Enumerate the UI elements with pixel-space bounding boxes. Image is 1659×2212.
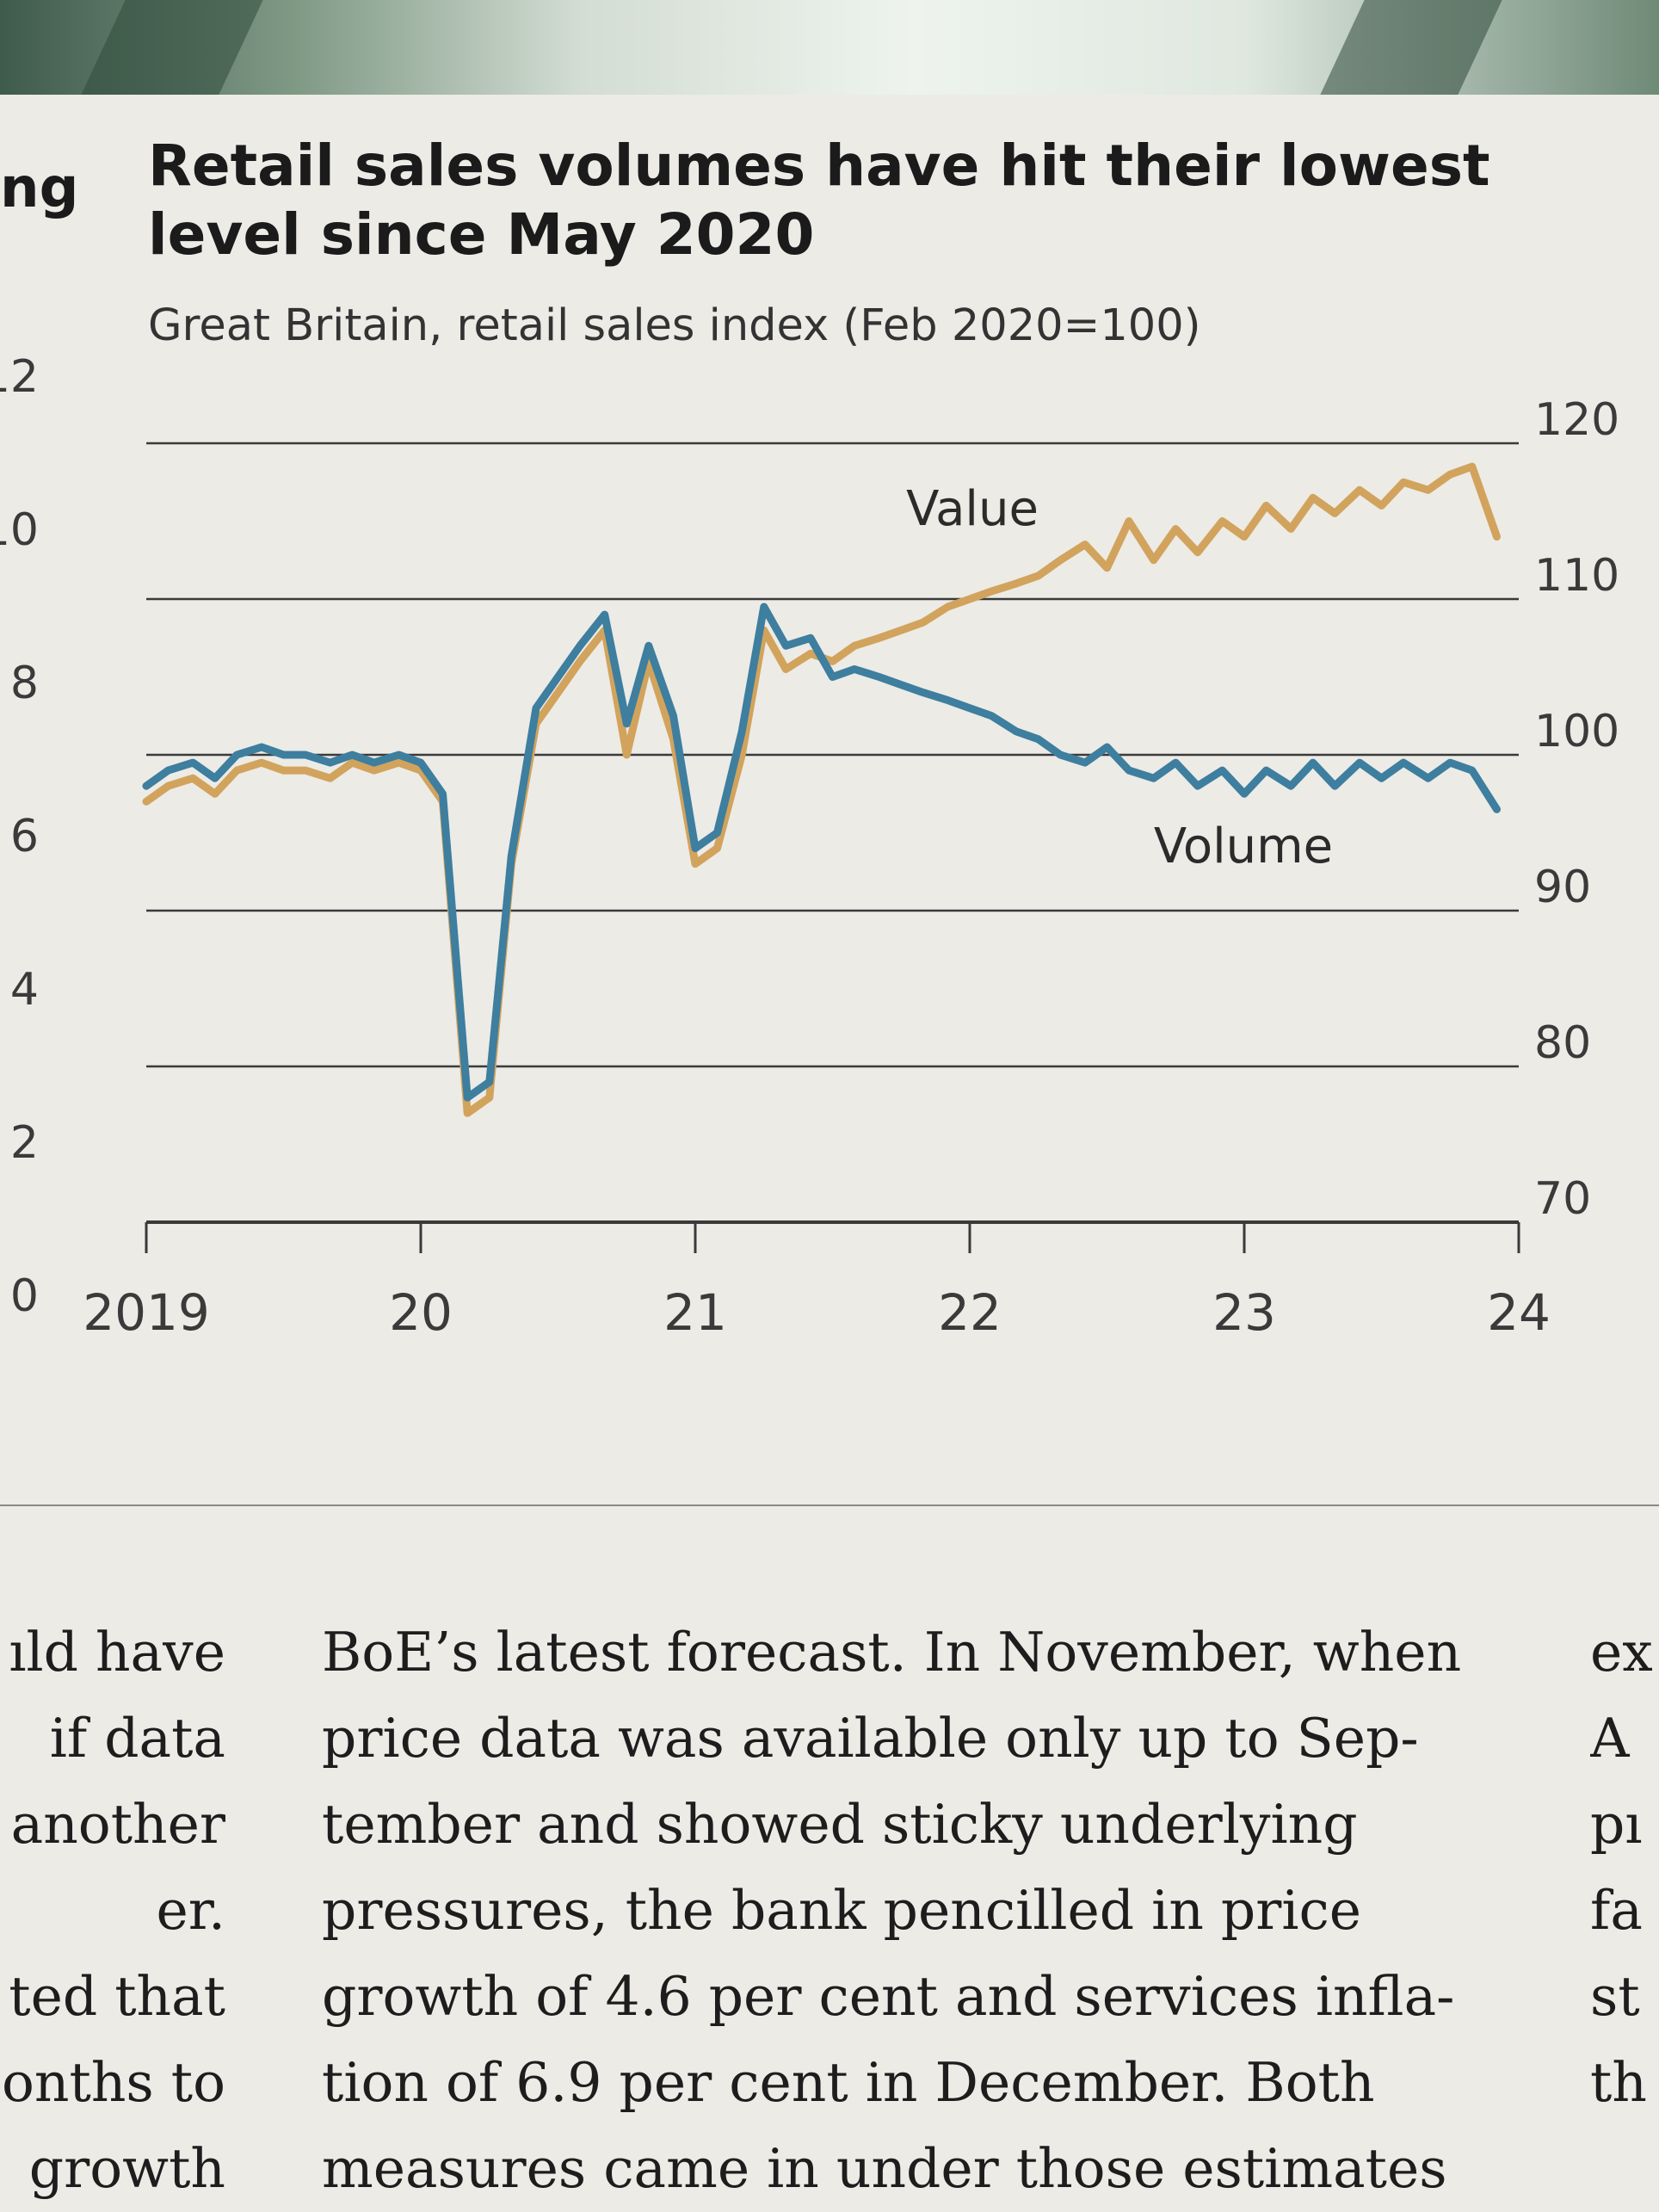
text-line: pressures, the bank pencilled in price bbox=[322, 1879, 1362, 1942]
left-axis-tick-label: 4 bbox=[10, 964, 39, 1016]
x-tick-label: 20 bbox=[389, 1283, 453, 1342]
series-layer bbox=[142, 462, 1501, 1117]
x-tick-label: 24 bbox=[1487, 1283, 1551, 1342]
leaf-shape bbox=[1320, 0, 1502, 95]
text-line: th bbox=[1590, 2051, 1647, 2114]
chart-title-line1: Retail sales volumes have hit their lowe… bbox=[148, 133, 1490, 199]
gridlines: 120 110 100 90 80 70 bbox=[146, 394, 1619, 1225]
text-line: onths to bbox=[2, 2051, 225, 2114]
text-line: st bbox=[1590, 1965, 1640, 2028]
text-line: fa bbox=[1590, 1879, 1643, 1942]
chart-title-line2: level since May 2020 bbox=[148, 201, 814, 268]
left-axis-tick-label: 8 bbox=[10, 658, 39, 709]
y-tick-label: 110 bbox=[1534, 550, 1619, 602]
y-tick-label: 100 bbox=[1534, 706, 1619, 757]
chart-subtitle: Great Britain, retail sales index (Feb 2… bbox=[148, 300, 1201, 351]
text-line: price data was available only up to Sep- bbox=[322, 1707, 1419, 1770]
series-label-value: Value bbox=[906, 481, 1039, 537]
left-axis-tick-label: 6 bbox=[10, 811, 39, 862]
series-line-value bbox=[142, 462, 1501, 1117]
series-label-volume: Volume bbox=[1154, 819, 1333, 874]
text-line: er. bbox=[156, 1879, 225, 1942]
text-line: measures came in under those estimates bbox=[322, 2137, 1447, 2200]
text-line: tember and showed sticky underlying bbox=[322, 1793, 1358, 1856]
text-line: if data bbox=[49, 1707, 225, 1770]
retail-sales-chart: ng Retail sales volumes have hit their l… bbox=[0, 133, 1619, 1342]
header-photo-strip bbox=[0, 0, 1659, 95]
text-line: growth of 4.6 per cent and services infl… bbox=[322, 1965, 1455, 2028]
article-left-column: ıld have if data another er. ted that on… bbox=[0, 1610, 225, 2212]
text-line: BoE’s latest forecast. In November, when bbox=[322, 1621, 1462, 1684]
text-line: another bbox=[10, 1793, 225, 1856]
text-line: pı bbox=[1590, 1793, 1643, 1856]
x-tick-label: 23 bbox=[1212, 1283, 1276, 1342]
x-tick-label: 22 bbox=[938, 1283, 1002, 1342]
x-tick-label: 2019 bbox=[83, 1283, 210, 1342]
text-line: growth bbox=[28, 2137, 225, 2200]
article-right-column: ex A pı fa st th bbox=[1590, 1610, 1659, 2126]
section-divider bbox=[0, 1505, 1659, 1506]
left-axis-tick-label: 10 bbox=[0, 504, 39, 556]
y-tick-label: 80 bbox=[1534, 1017, 1591, 1069]
text-line: A bbox=[1590, 1707, 1630, 1770]
text-line: ıld have bbox=[9, 1621, 225, 1684]
y-tick-label: 90 bbox=[1534, 862, 1591, 913]
headline-fragment-left: ng bbox=[0, 157, 78, 220]
left-axis-tick-label: 2 bbox=[10, 1117, 39, 1169]
text-line: tion of 6.9 per cent in December. Both bbox=[322, 2051, 1375, 2114]
series-line-volume bbox=[142, 602, 1501, 1102]
text-line: ted that bbox=[9, 1965, 225, 2028]
text-line: ex bbox=[1590, 1621, 1653, 1684]
left-axis-tick-label: 12 bbox=[0, 351, 39, 403]
x-tick-label: 21 bbox=[663, 1283, 727, 1342]
article-main-column: BoE’s latest forecast. In November, when… bbox=[322, 1610, 1526, 2212]
left-axis-fragment: 12 10 8 6 4 2 0 bbox=[0, 351, 39, 1322]
leaf-shape bbox=[81, 0, 263, 95]
x-axis: 2019 20 21 22 23 24 bbox=[83, 1220, 1551, 1342]
y-tick-label: 70 bbox=[1534, 1173, 1591, 1225]
left-axis-tick-label: 0 bbox=[10, 1270, 39, 1322]
y-tick-label: 120 bbox=[1534, 394, 1619, 446]
